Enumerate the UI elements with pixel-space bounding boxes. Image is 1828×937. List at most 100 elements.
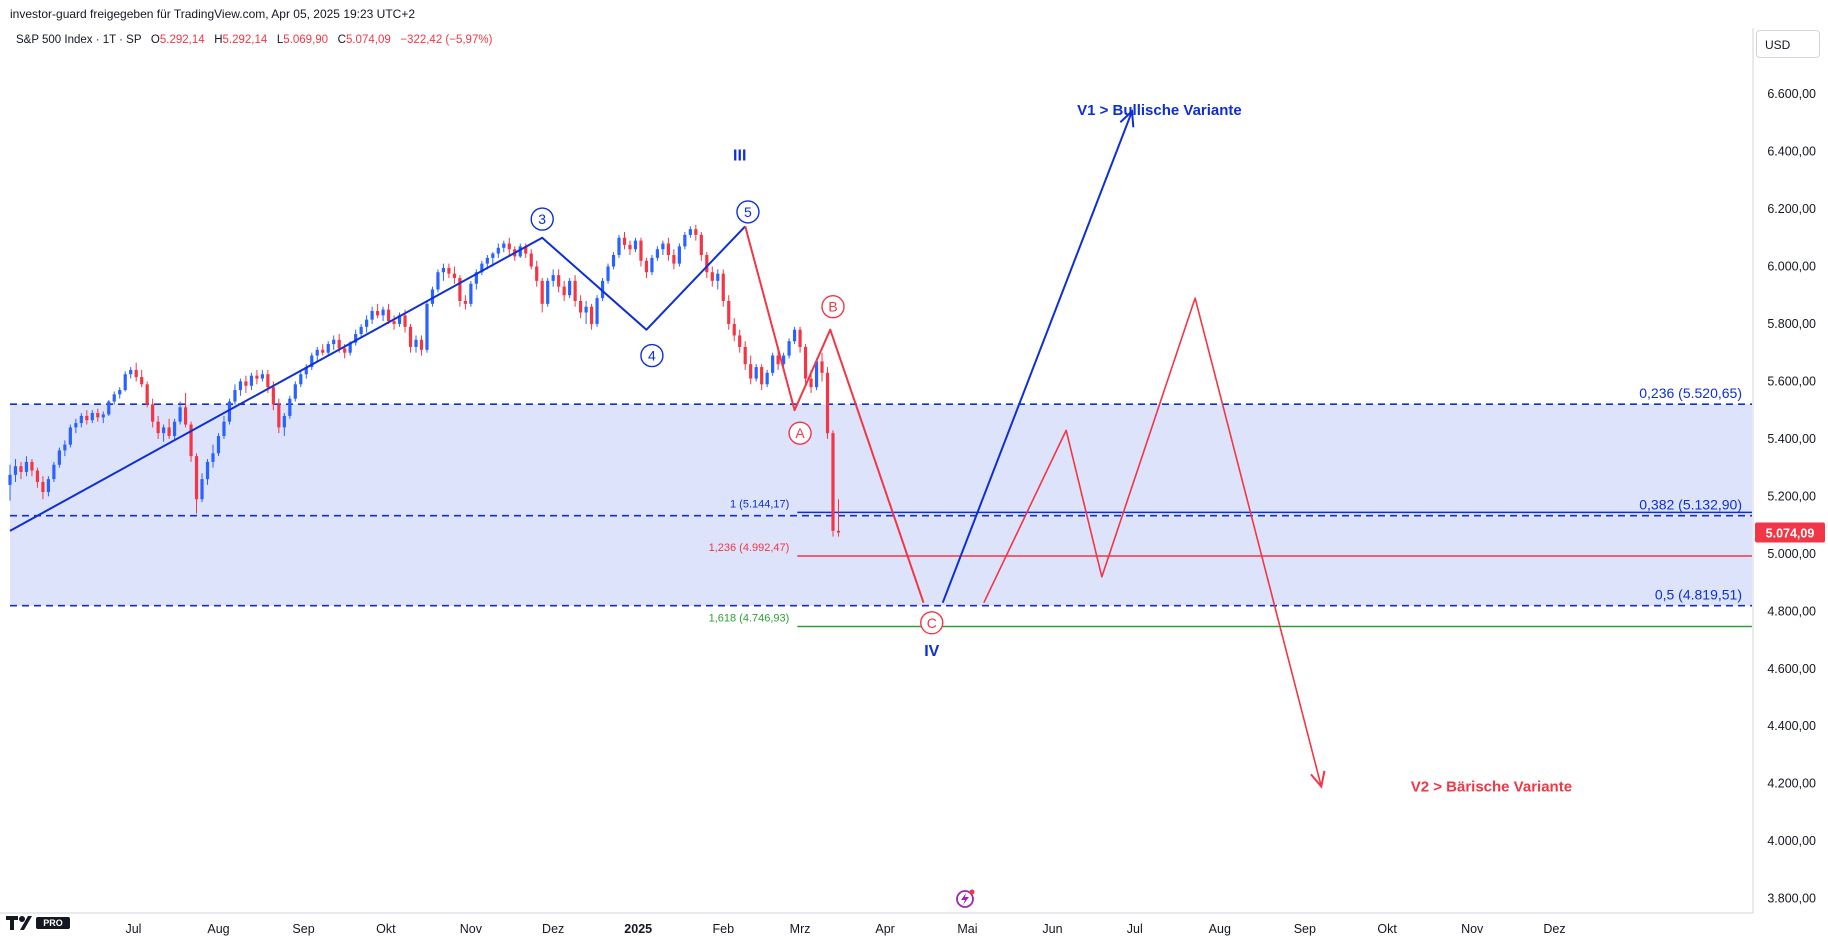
candle-body — [118, 390, 122, 395]
candle-body — [310, 355, 314, 368]
x-tick-label: Nov — [1461, 922, 1484, 936]
candle-body — [820, 361, 824, 373]
candle-body — [337, 339, 341, 349]
candle-body — [227, 401, 232, 422]
candle-body — [524, 246, 528, 254]
wave-label-circle-4 — [788, 421, 812, 445]
x-tick-label: Sep — [292, 922, 314, 936]
close-label: C — [337, 34, 346, 46]
wave-label-circle-0 — [530, 207, 554, 231]
candle-body — [172, 421, 177, 437]
candle-body — [716, 273, 720, 281]
open-value: 5.292,14 — [159, 34, 205, 46]
candle-body — [24, 461, 29, 472]
close-value: 5.074,09 — [345, 34, 391, 46]
extension-label-1: 1,236 (4.992,47) — [709, 542, 790, 554]
change-value: −322,42 (−5,97%) — [400, 34, 493, 46]
candle-body — [425, 303, 429, 350]
x-tick-label: Nov — [460, 922, 483, 936]
wave-label-1: 5 — [744, 204, 752, 220]
y-tick-label: 4.800,00 — [1767, 604, 1816, 618]
x-tick-label: Sep — [1294, 922, 1316, 936]
x-tick-label: Dez — [1543, 922, 1565, 936]
candle-body — [90, 413, 94, 421]
wave-label-6: C — [927, 615, 937, 631]
candle-body — [101, 414, 105, 418]
candle-body — [792, 329, 797, 342]
candle-body — [419, 339, 424, 350]
candle-body — [787, 341, 791, 356]
y-tick-label: 6.400,00 — [1767, 145, 1816, 159]
candle-body — [551, 275, 555, 281]
currency-selector[interactable]: USD — [1756, 30, 1820, 58]
candle-body — [644, 260, 649, 273]
candle-body — [825, 372, 830, 434]
candle-body — [178, 407, 182, 422]
candle-body — [359, 326, 363, 335]
y-tick-label: 6.600,00 — [1767, 87, 1816, 101]
open-label: O — [150, 34, 160, 46]
candle-body — [293, 384, 297, 399]
candle-body — [68, 427, 72, 445]
candle-body — [688, 229, 692, 235]
candle-body — [639, 240, 643, 261]
wave-label-circle-5 — [821, 295, 845, 319]
scenario-label-0: V1 > Bullische Variante — [1077, 102, 1242, 119]
candle-body — [19, 466, 23, 472]
candle-body — [836, 530, 841, 533]
fib-zone — [10, 404, 1752, 606]
candle-body — [244, 381, 248, 386]
wave-label-circle-1 — [736, 200, 760, 224]
candle-body — [266, 374, 270, 388]
candle-body — [458, 277, 462, 301]
candle-body — [63, 444, 67, 451]
candle-body — [403, 315, 407, 327]
candle-body — [584, 306, 588, 313]
scenario-v1-path — [941, 110, 1133, 604]
fib-label-1: 0,382 (5.132,90) — [1639, 497, 1742, 513]
candle-body — [803, 346, 808, 379]
candle-body — [430, 289, 435, 304]
wave-label-7: IV — [924, 643, 939, 660]
candle-body — [546, 280, 550, 304]
last-price-tag — [1755, 522, 1825, 543]
candle-body — [397, 315, 402, 324]
candle-body — [194, 456, 199, 500]
candle-body — [606, 266, 610, 281]
candle-body — [622, 237, 627, 245]
candle-body — [447, 267, 451, 274]
candle-body — [738, 335, 742, 347]
candle-body — [710, 272, 714, 281]
wave-label-circle-6 — [920, 611, 944, 635]
candle-body — [282, 415, 286, 428]
tradingview-logo-icon[interactable]: PRO — [4, 912, 76, 934]
candle-body — [112, 394, 116, 402]
candle-body — [694, 229, 698, 235]
y-tick-label: 5.400,00 — [1767, 432, 1816, 446]
wave-path-red — [744, 226, 925, 603]
last-price-label: 5.074,09 — [1766, 527, 1815, 541]
candle-body — [260, 374, 264, 379]
candle-body — [650, 257, 654, 273]
candle-body — [655, 249, 660, 258]
x-tick-label: Aug — [1209, 922, 1231, 936]
lightning-icon[interactable] — [954, 888, 976, 910]
candle-body — [732, 323, 736, 336]
candle-body — [705, 254, 709, 273]
candle-body — [760, 367, 764, 385]
candle-body — [782, 355, 786, 365]
candle-body — [683, 234, 687, 247]
candle-body — [814, 361, 819, 388]
scenario-v2-path — [983, 297, 1323, 787]
candle-body — [277, 404, 281, 428]
candle-body — [463, 300, 467, 304]
candle-body — [798, 329, 802, 347]
candle-body — [79, 415, 83, 424]
wave-label-3: III — [733, 147, 746, 164]
publisher-text: investor-guard freigegeben für TradingVi… — [10, 7, 416, 21]
candle-body — [145, 384, 149, 405]
candle-body — [129, 369, 133, 375]
candle-body — [518, 246, 522, 257]
candle-body — [721, 273, 725, 301]
